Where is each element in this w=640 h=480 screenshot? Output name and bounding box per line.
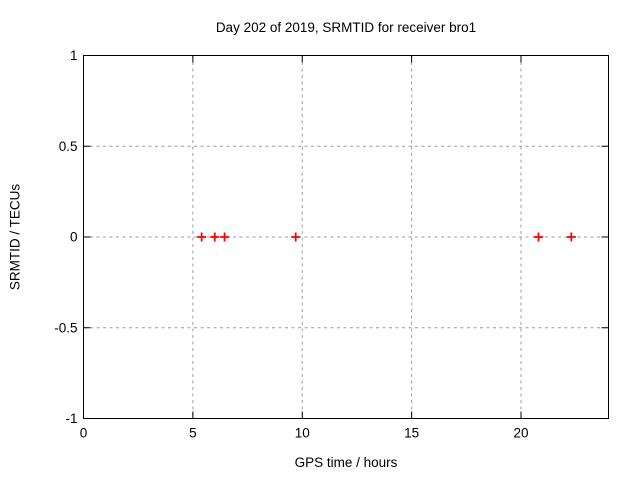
y-tick-label: -0.5	[54, 320, 77, 335]
x-tick-label: 15	[404, 426, 419, 441]
x-tick-label: 20	[513, 426, 528, 441]
y-tick-label: 0	[70, 230, 78, 245]
x-axis-label: GPS time / hours	[294, 455, 398, 470]
x-tick-label: 0	[80, 426, 88, 441]
y-tick-label: -1	[65, 411, 77, 426]
chart-title: Day 202 of 2019, SRMTID for receiver bro…	[215, 20, 477, 35]
y-tick-label: 1	[70, 48, 78, 63]
y-tick-label: 0.5	[59, 139, 78, 154]
x-tick-label: 10	[295, 426, 310, 441]
y-axis-label: SRMTID / TECUs	[7, 183, 23, 291]
x-tick-label: 5	[189, 426, 197, 441]
